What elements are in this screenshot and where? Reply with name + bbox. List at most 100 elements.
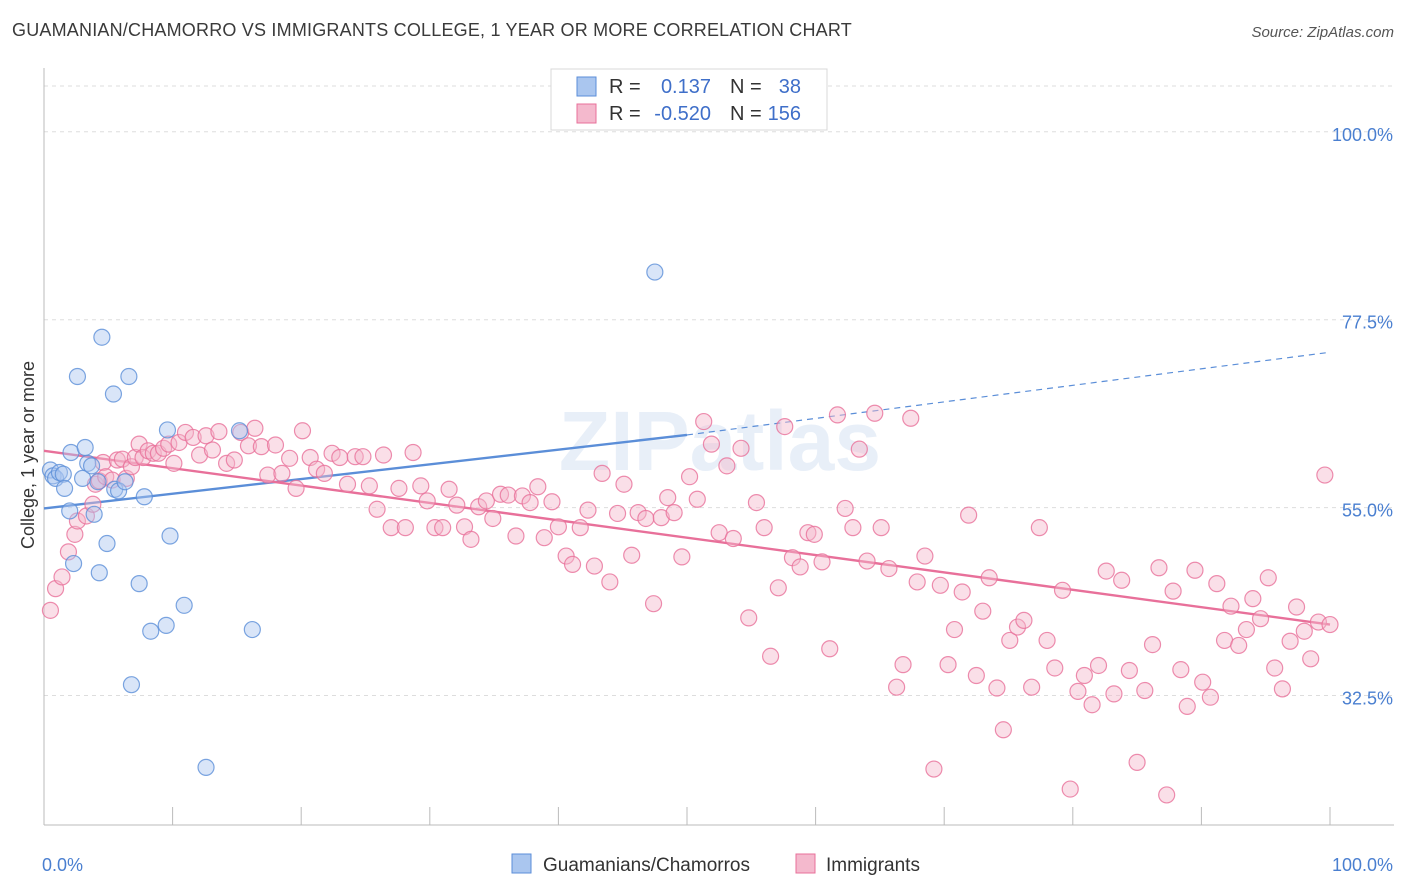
immigrants-point-16 <box>122 458 141 476</box>
immigrants-point-105 <box>740 609 758 627</box>
guamanians-point-23 <box>120 367 138 386</box>
immigrants-point-61 <box>418 492 436 510</box>
immigrants-point-176 <box>1259 569 1277 587</box>
immigrants-point-161 <box>1150 559 1168 577</box>
guamanians-point-21 <box>109 482 128 500</box>
immigrants-point-65 <box>448 496 466 514</box>
immigrants-point-93 <box>652 509 670 527</box>
immigrants-point-31 <box>203 441 222 459</box>
immigrants-point-160 <box>1143 635 1162 654</box>
immigrants-point-150 <box>1069 682 1087 700</box>
immigrants-point-117 <box>828 406 847 424</box>
immigrants-point-76 <box>529 478 547 496</box>
immigrants-point-54 <box>368 500 386 518</box>
bottom-legend-swatch-blue <box>511 853 532 874</box>
immigrants-point-60 <box>412 477 430 495</box>
immigrants-point-108 <box>761 647 780 665</box>
immigrants-point-112 <box>791 558 809 576</box>
immigrants-point-37 <box>246 419 264 437</box>
immigrants-point-98 <box>688 490 706 508</box>
immigrants-point-177 <box>1266 659 1284 677</box>
immigrants-point-171 <box>1222 597 1240 615</box>
x-tick-labels: 0.0% 100.0% <box>42 855 1393 875</box>
immigrants-point-103 <box>724 529 742 548</box>
immigrants-point-154 <box>1097 562 1115 580</box>
immigrants-point-122 <box>866 404 884 422</box>
immigrants-point-55 <box>374 446 393 464</box>
guamanians-point-29 <box>158 421 177 439</box>
guamanians-point-18 <box>98 534 116 553</box>
immigrants-point-4 <box>66 525 84 543</box>
bottom-legend-swatch-pink <box>795 853 816 874</box>
immigrants-point-32 <box>210 423 228 441</box>
immigrants-point-0 <box>41 601 60 619</box>
immigrants-point-119 <box>844 519 862 537</box>
immigrants-point-49 <box>331 448 349 467</box>
immigrants-point-179 <box>1281 632 1299 650</box>
immigrants-point-40 <box>266 436 285 454</box>
immigrants-point-97 <box>680 468 699 486</box>
immigrants-point-162 <box>1158 786 1176 804</box>
x-tick-label-1: 100.0% <box>1332 855 1393 875</box>
guamanians-point-28 <box>157 616 175 634</box>
immigrants-point-43 <box>287 479 305 498</box>
immigrants-point-156 <box>1113 571 1131 589</box>
immigrants-point-138 <box>980 569 998 587</box>
immigrants-point-125 <box>888 678 906 696</box>
immigrants-point-79 <box>549 518 568 536</box>
immigrants-point-73 <box>507 527 525 545</box>
immigrants-point-58 <box>396 519 414 537</box>
y-tick-labels: 32.5% 55.0% 77.5% 100.0% <box>1332 125 1393 709</box>
guamanians-point-6 <box>61 502 79 520</box>
immigrants-point-88 <box>615 475 633 493</box>
immigrants-point-185 <box>1321 615 1339 634</box>
series-legend: Guamanians/Chamorros Immigrants <box>511 853 920 876</box>
immigrants-point-143 <box>1015 611 1033 629</box>
immigrants-point-172 <box>1230 636 1248 655</box>
immigrants-point-100 <box>702 435 721 453</box>
guamanians-trend-line <box>43 433 688 510</box>
guamanians-point-5 <box>55 479 74 498</box>
immigrants-point-47 <box>315 464 333 482</box>
immigrants-point-104 <box>732 439 750 457</box>
immigrants-point-139 <box>988 679 1006 697</box>
guamanians-point-19 <box>104 385 123 403</box>
immigrants-point-120 <box>850 440 868 458</box>
immigrants-point-166 <box>1186 561 1204 579</box>
bottom-legend-label-guamanians: Guamanians/Chamorros <box>543 855 750 876</box>
immigrants-point-142 <box>1008 618 1027 636</box>
immigrants-point-96 <box>673 548 691 566</box>
guamanians-point-13 <box>82 457 101 475</box>
guamanians-point-22 <box>116 473 134 491</box>
guamanians-point-34 <box>243 620 261 639</box>
immigrants-point-36 <box>239 437 258 455</box>
immigrants-point-77 <box>535 529 553 547</box>
bottom-legend-label-immigrants: Immigrants <box>826 855 920 876</box>
legend-n-label-1: N = <box>730 76 762 98</box>
immigrants-point-21 <box>144 444 162 462</box>
immigrants-point-41 <box>273 464 291 482</box>
immigrants-point-78 <box>543 493 561 511</box>
immigrants-point-133 <box>945 620 964 639</box>
trend-lines <box>43 351 1331 626</box>
immigrants-point-145 <box>1030 519 1048 537</box>
immigrants-point-118 <box>836 499 854 518</box>
immigrants-point-38 <box>252 438 270 456</box>
immigrants-point-109 <box>769 579 787 597</box>
immigrants-point-155 <box>1105 685 1123 703</box>
immigrants-point-132 <box>939 656 957 674</box>
immigrants-point-42 <box>281 449 299 467</box>
immigrants-point-128 <box>908 573 926 591</box>
immigrants-point-39 <box>259 466 277 484</box>
guamanians-point-9 <box>68 367 87 386</box>
immigrants-point-28 <box>184 428 202 447</box>
immigrants-point-129 <box>916 547 934 565</box>
guamanians-trend-extension <box>686 351 1331 436</box>
immigrants-point-46 <box>308 460 326 478</box>
immigrants-point-131 <box>931 576 949 594</box>
immigrants-point-85 <box>593 464 611 482</box>
immigrants-point-181 <box>1295 622 1313 640</box>
immigrants-point-134 <box>953 583 971 601</box>
immigrants-point-63 <box>434 519 452 537</box>
